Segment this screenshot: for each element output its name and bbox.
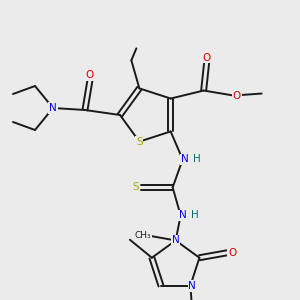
Text: H: H (193, 154, 200, 164)
Text: O: O (202, 52, 211, 62)
Text: N: N (179, 211, 187, 220)
Text: N: N (181, 154, 188, 164)
Text: O: O (228, 248, 237, 258)
Text: O: O (232, 91, 241, 100)
Text: CH₃: CH₃ (134, 231, 151, 240)
Text: H: H (191, 211, 199, 220)
Text: S: S (132, 182, 139, 193)
Text: N: N (172, 236, 179, 245)
Text: N: N (49, 103, 57, 113)
Text: N: N (188, 281, 196, 291)
Text: S: S (136, 136, 143, 147)
Text: O: O (86, 70, 94, 80)
